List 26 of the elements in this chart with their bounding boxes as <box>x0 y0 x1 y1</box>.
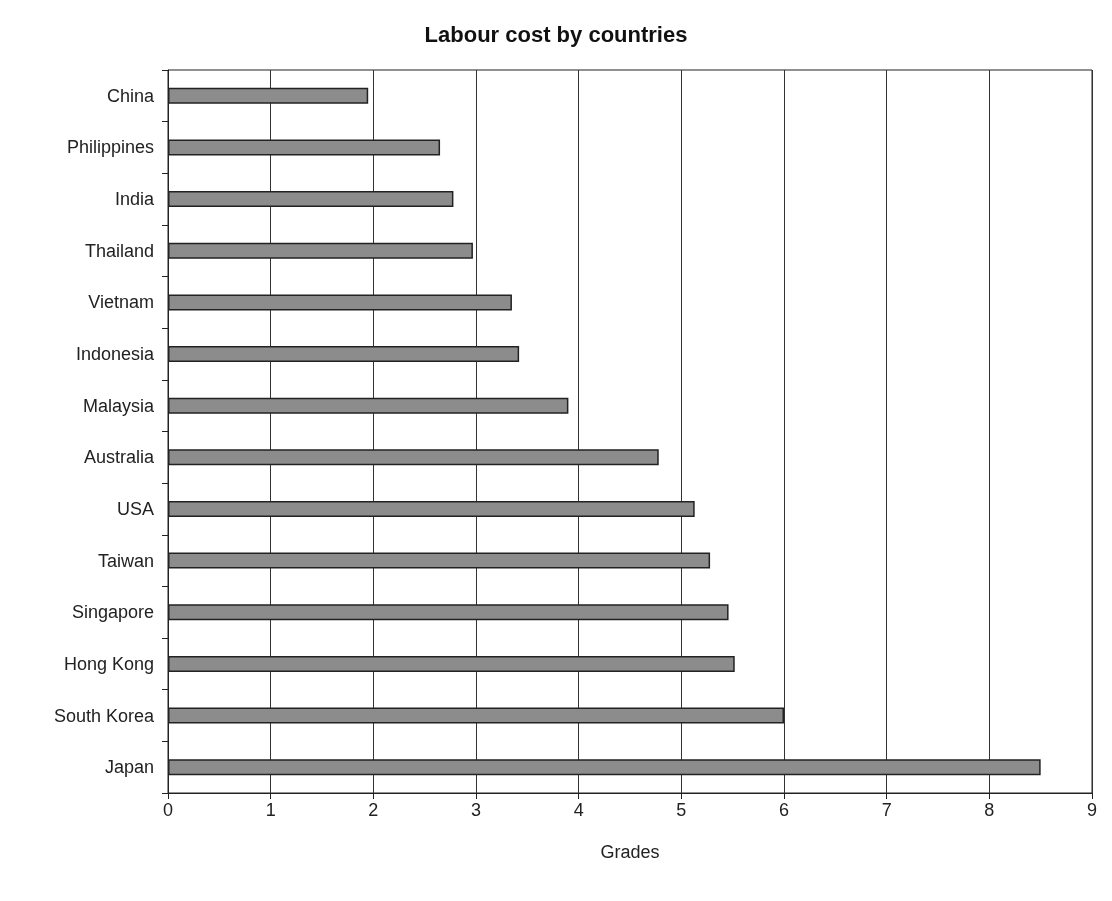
x-tick-label: 1 <box>265 800 276 820</box>
x-tick-label: 2 <box>368 800 379 820</box>
y-tick-label: Philippines <box>66 137 154 158</box>
x-axis-title: Grades <box>600 842 660 862</box>
x-tick-label: 6 <box>778 800 790 820</box>
y-tick-label: India <box>114 189 155 210</box>
x-tick-label: 8 <box>984 800 995 820</box>
chart-title: Labour cost by countries <box>424 21 688 47</box>
y-tick-label: Malaysia <box>82 395 155 416</box>
y-tick-label: China <box>106 85 155 106</box>
x-tick-label: 5 <box>676 800 687 820</box>
y-tick-label: Singapore <box>71 602 154 623</box>
y-tick-label: Australia <box>83 447 155 468</box>
x-tick-label: 0 <box>162 800 174 820</box>
y-tick-label: Taiwan <box>97 550 154 571</box>
y-tick-label: Japan <box>104 757 154 778</box>
y-tick-label: Vietnam <box>88 292 154 313</box>
x-tick-label: 4 <box>573 800 584 820</box>
y-tick-label: South Korea <box>53 705 155 726</box>
x-tick-label: 3 <box>470 800 482 820</box>
y-tick-label: Thailand <box>84 240 154 261</box>
y-tick-label: USA <box>116 498 154 519</box>
x-tick-label: 9 <box>1086 800 1098 820</box>
x-tick-label: 7 <box>881 800 892 820</box>
y-tick-label: Indonesia <box>75 344 155 365</box>
y-tick-label: Hong Kong <box>63 653 154 674</box>
